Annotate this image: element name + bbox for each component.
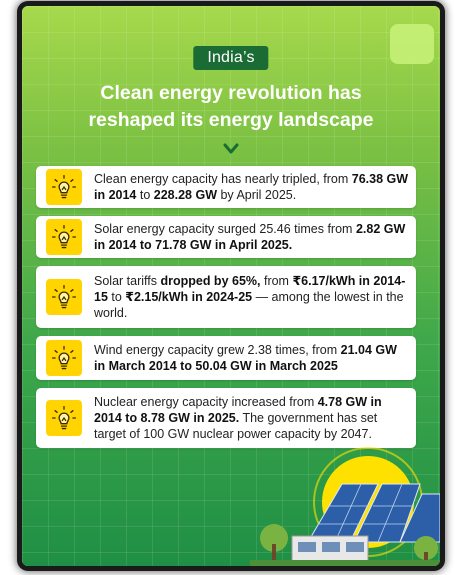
lightbulb-icon — [46, 340, 82, 376]
fact-text-run: to — [107, 290, 126, 304]
headline: Clean energy revolution has reshaped its… — [22, 80, 440, 134]
solar-panels-illustration — [250, 447, 440, 566]
lightbulb-icon — [46, 219, 82, 255]
fact-text: Wind energy capacity grew 2.38 times, fr… — [94, 342, 416, 374]
fact-highlight: dropped by 65%, — [160, 274, 261, 288]
fact-text-run: Nuclear energy capacity increased from — [94, 395, 318, 409]
decorative-blob — [390, 24, 434, 64]
fact-text: Clean energy capacity has nearly tripled… — [94, 171, 416, 203]
fact-highlight: 21.04 GW in March 2014 to 50.04 GW in Ma… — [94, 343, 397, 373]
fact-card-clean-energy: Clean energy capacity has nearly tripled… — [36, 166, 416, 208]
fact-text-run: Wind energy capacity grew 2.38 times, fr… — [94, 343, 341, 357]
fact-text-run: Solar energy capacity surged 25.46 times… — [94, 222, 356, 236]
fact-text-run: by April 2025. — [217, 188, 297, 202]
lightbulb-icon — [46, 169, 82, 205]
fact-highlight: 2.82 GW in 2014 to 71.78 GW in April 202… — [94, 222, 406, 252]
fact-highlight: 228.28 GW — [153, 188, 217, 202]
fact-card-solar-capacity: Solar energy capacity surged 25.46 times… — [36, 216, 416, 258]
headline-line-1: Clean energy revolution has — [100, 82, 362, 104]
fact-card-nuclear-energy: Nuclear energy capacity increased from 4… — [36, 388, 416, 448]
fact-text-run: The government has set target of 100 GW … — [94, 411, 378, 441]
fact-text: Solar energy capacity surged 25.46 times… — [94, 221, 416, 253]
fact-text-run: to — [136, 188, 154, 202]
header-pill: India’s — [193, 46, 269, 70]
fact-highlight: 76.38 GW in 2014 — [94, 172, 409, 202]
fact-text: Nuclear energy capacity increased from 4… — [94, 394, 416, 442]
lightbulb-icon — [46, 279, 82, 315]
fact-highlight: ₹6.17/kWh in 2014-15 — [94, 274, 406, 304]
headline-line-2: reshaped its energy landscape — [88, 109, 374, 131]
fact-card-solar-tariffs: Solar tariffs dropped by 65%, from ₹6.17… — [36, 266, 416, 328]
fact-highlight: ₹2.15/kWh in 2024-25 — [125, 290, 253, 304]
chevron-down-icon — [223, 143, 239, 154]
fact-text-run: Solar tariffs — [94, 274, 161, 288]
lightbulb-icon — [46, 400, 82, 436]
fact-text: Solar tariffs dropped by 65%, from ₹6.17… — [94, 273, 416, 321]
fact-text-run: from — [260, 274, 293, 288]
fact-card-wind-energy: Wind energy capacity grew 2.38 times, fr… — [36, 336, 416, 380]
fact-highlight: 4.78 GW in 2014 to 8.78 GW in 2025. — [94, 395, 382, 425]
fact-text-run: Clean energy capacity has nearly tripled… — [94, 172, 352, 186]
infographic-poster: India’s Clean energy revolution has resh… — [22, 6, 440, 566]
fact-text-run: — among the lowest in the world. — [94, 290, 404, 320]
